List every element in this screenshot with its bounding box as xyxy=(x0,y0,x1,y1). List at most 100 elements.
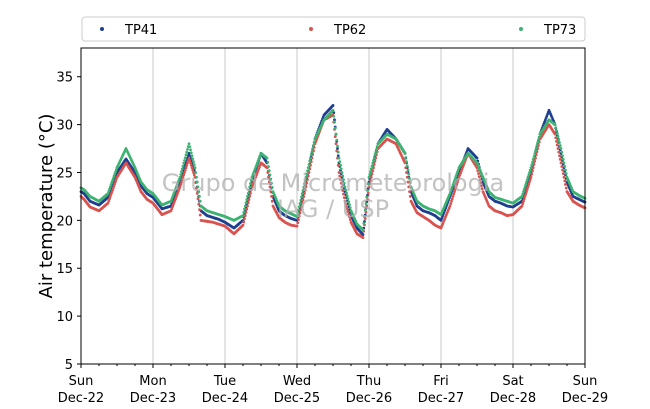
x-tick-label-day: Sun xyxy=(69,374,94,389)
data-point xyxy=(564,183,567,186)
data-point xyxy=(248,185,252,189)
data-point xyxy=(333,120,336,124)
x-tick-label-day: Tue xyxy=(213,374,236,389)
data-point xyxy=(524,183,528,186)
data-point xyxy=(180,170,183,174)
legend: TP41 TP62 TP73 xyxy=(81,16,586,42)
data-point xyxy=(366,191,370,195)
data-point xyxy=(244,201,248,205)
data-point xyxy=(187,156,191,160)
data-point xyxy=(450,185,454,189)
data-point xyxy=(404,156,408,159)
data-point xyxy=(270,195,273,198)
data-point xyxy=(296,211,300,215)
data-point xyxy=(249,188,253,192)
data-point xyxy=(183,168,187,172)
data-point xyxy=(361,228,365,232)
data-point xyxy=(341,189,345,192)
data-point xyxy=(343,185,347,189)
x-tick-label-date: Dec-26 xyxy=(346,391,392,406)
data-point xyxy=(309,153,313,157)
data-point xyxy=(338,174,342,178)
data-point xyxy=(533,152,537,156)
data-point xyxy=(537,135,541,139)
data-point xyxy=(246,191,250,195)
data-point xyxy=(560,150,564,154)
x-axis: Sun Dec-22 Mon Dec-23 Tue Dec-24 Wed Dec-25 Thu D… xyxy=(58,364,608,406)
data-point xyxy=(300,205,303,208)
legend-marker-tp62 xyxy=(309,27,313,31)
data-point xyxy=(370,172,374,176)
data-point xyxy=(198,213,202,217)
data-point xyxy=(367,185,371,189)
data-point xyxy=(371,169,375,173)
data-point xyxy=(561,154,564,158)
data-point xyxy=(109,183,113,187)
data-point xyxy=(532,163,536,166)
data-point xyxy=(300,195,303,199)
data-point xyxy=(533,159,537,163)
y-tick-label: 30 xyxy=(56,119,73,134)
data-point xyxy=(450,187,453,191)
data-point xyxy=(452,181,456,185)
data-point xyxy=(563,179,567,183)
data-point xyxy=(456,168,460,172)
data-point xyxy=(114,178,118,181)
legend-box xyxy=(81,16,586,42)
data-point xyxy=(521,202,525,206)
data-point xyxy=(303,191,306,195)
data-point xyxy=(555,139,558,143)
data-point xyxy=(564,172,568,176)
data-point xyxy=(332,114,336,118)
data-point xyxy=(556,135,560,138)
data-point xyxy=(301,188,305,192)
data-point xyxy=(305,181,309,185)
data-point xyxy=(528,171,531,174)
data-point xyxy=(520,195,524,198)
data-point xyxy=(455,183,459,186)
data-point xyxy=(249,191,252,195)
data-point xyxy=(299,198,303,202)
data-point xyxy=(186,147,189,151)
data-point xyxy=(248,195,252,198)
data-point xyxy=(111,179,114,183)
data-point xyxy=(181,175,185,179)
data-point xyxy=(178,185,182,189)
data-point xyxy=(454,174,458,178)
legend-entry-tp41: TP41 xyxy=(100,23,157,38)
data-point xyxy=(452,192,456,196)
data-point xyxy=(341,174,345,178)
data-point xyxy=(295,224,299,228)
data-point xyxy=(269,177,273,181)
y-tick-label: 25 xyxy=(56,166,73,181)
data-point xyxy=(337,156,341,160)
data-point xyxy=(198,195,201,198)
y-tick-label: 5 xyxy=(65,358,73,373)
data-point xyxy=(534,149,537,153)
data-point xyxy=(366,182,370,186)
data-point xyxy=(536,141,540,144)
data-point xyxy=(559,161,563,165)
series-layer xyxy=(79,104,587,240)
data-point xyxy=(453,187,457,191)
data-point xyxy=(188,145,192,149)
data-point xyxy=(375,147,378,151)
data-point xyxy=(476,169,480,173)
x-tick-label-date: Dec-29 xyxy=(562,391,608,406)
data-point xyxy=(182,173,186,177)
data-point xyxy=(361,233,365,237)
data-point xyxy=(339,178,342,182)
data-point xyxy=(301,198,305,202)
data-point xyxy=(310,150,314,154)
data-point xyxy=(562,175,566,179)
x-tick-label-date: Dec-22 xyxy=(58,391,104,406)
data-point xyxy=(340,171,344,174)
data-point xyxy=(184,153,188,157)
data-point xyxy=(521,192,525,196)
data-point xyxy=(343,199,347,203)
data-point xyxy=(480,184,483,188)
data-point xyxy=(246,195,249,198)
data-point xyxy=(304,175,308,179)
data-point xyxy=(188,154,192,158)
data-point xyxy=(368,173,372,176)
